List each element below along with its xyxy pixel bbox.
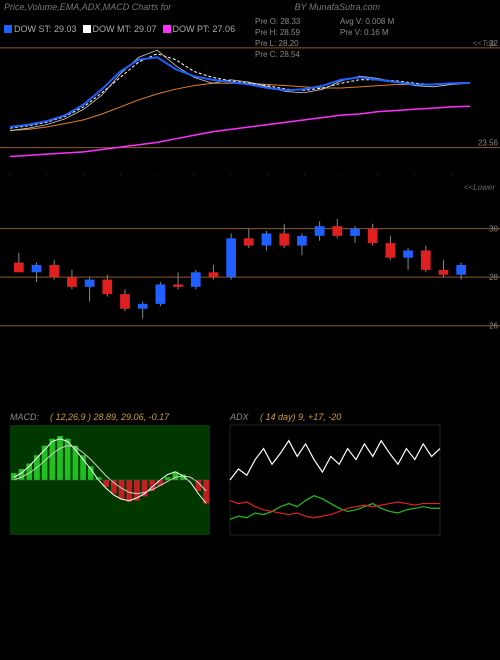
chart-header: Price,Volume,EMA,ADX,MACD Charts for BY …	[0, 0, 500, 22]
candle	[120, 294, 130, 309]
svg-text:30: 30	[489, 225, 498, 234]
svg-text:·: ·	[119, 171, 121, 178]
candle	[439, 270, 449, 275]
series-white2	[10, 50, 470, 130]
candle	[421, 250, 431, 269]
line-chart: <<Top23.5632·············	[0, 36, 500, 180]
legend-label: DOW PT: 27.06	[173, 24, 236, 34]
candle	[403, 250, 413, 257]
svg-text:·: ·	[230, 171, 232, 178]
candle	[32, 265, 42, 272]
legend-item: DOW ST: 29.03	[4, 24, 77, 34]
svg-text:32: 32	[489, 39, 498, 48]
svg-text:·: ·	[156, 171, 158, 178]
svg-text:·: ·	[414, 171, 416, 178]
info-line: Pre O: 28.33	[255, 16, 300, 27]
header-title: Price,Volume,EMA,ADX,MACD Charts for	[4, 2, 171, 12]
candle	[456, 265, 466, 275]
candle	[209, 272, 219, 277]
series-dow-mt	[10, 54, 470, 128]
volume-info: Avg V: 0.008 MPre V: 0.16 M	[340, 16, 394, 38]
indicators-row: MACD: ( 12,26,9 ) 28.89, 29.06, -0.17 ADX (…	[0, 410, 500, 540]
candle-chart: <<Lower 26 28 30	[0, 180, 500, 350]
candle	[297, 236, 307, 246]
candle	[102, 280, 112, 295]
svg-text:·: ·	[46, 171, 48, 178]
svg-text:MACD:: MACD:	[10, 412, 39, 422]
svg-text:·: ·	[9, 171, 11, 178]
svg-text:·: ·	[82, 171, 84, 178]
legend-row: DOW ST: 29.03 DOW MT: 29.07 DOW PT: 27.06	[0, 22, 500, 36]
info-line: Avg V: 0.008 M	[340, 16, 394, 27]
legend-swatch	[4, 25, 12, 33]
header-by: BY MunafaSutra.com	[295, 2, 380, 12]
svg-text:·: ·	[193, 171, 195, 178]
candle	[156, 284, 166, 303]
candle	[350, 229, 360, 236]
candle	[244, 238, 254, 245]
candle	[332, 226, 342, 236]
svg-text:·: ·	[303, 171, 305, 178]
svg-text:·: ·	[340, 171, 342, 178]
candle	[49, 265, 59, 277]
legend-swatch	[83, 25, 91, 33]
candle	[368, 229, 378, 244]
legend-item: DOW PT: 27.06	[163, 24, 236, 34]
svg-text:·: ·	[377, 171, 379, 178]
candle	[315, 226, 325, 236]
series-dow-st	[10, 57, 470, 127]
legend-item: DOW MT: 29.07	[83, 24, 157, 34]
candle	[386, 243, 396, 258]
legend-swatch	[163, 25, 171, 33]
svg-text:23.56: 23.56	[478, 139, 499, 148]
svg-text:( 14 day) 9, +17, -20: ( 14 day) 9, +17, -20	[260, 412, 341, 422]
candle	[279, 233, 289, 245]
svg-text:( 12,26,9 ) 28.89, 29.06, -0.1: ( 12,26,9 ) 28.89, 29.06, -0.17	[50, 412, 170, 422]
series-dow-pt	[10, 106, 470, 156]
candle	[191, 272, 201, 287]
svg-text:·: ·	[450, 171, 452, 178]
svg-text:28: 28	[489, 273, 498, 282]
candle	[14, 263, 24, 273]
candle	[138, 304, 148, 309]
candle	[262, 233, 272, 245]
candle	[173, 284, 183, 286]
candle	[67, 277, 77, 287]
svg-text:·: ·	[266, 171, 268, 178]
svg-text:<<Lower: <<Lower	[464, 183, 495, 192]
candle	[85, 280, 95, 287]
svg-text:ADX: ADX	[229, 412, 250, 422]
legend-label: DOW ST: 29.03	[14, 24, 77, 34]
legend-label: DOW MT: 29.07	[93, 24, 157, 34]
svg-text:26: 26	[489, 322, 498, 331]
candle	[226, 238, 236, 277]
